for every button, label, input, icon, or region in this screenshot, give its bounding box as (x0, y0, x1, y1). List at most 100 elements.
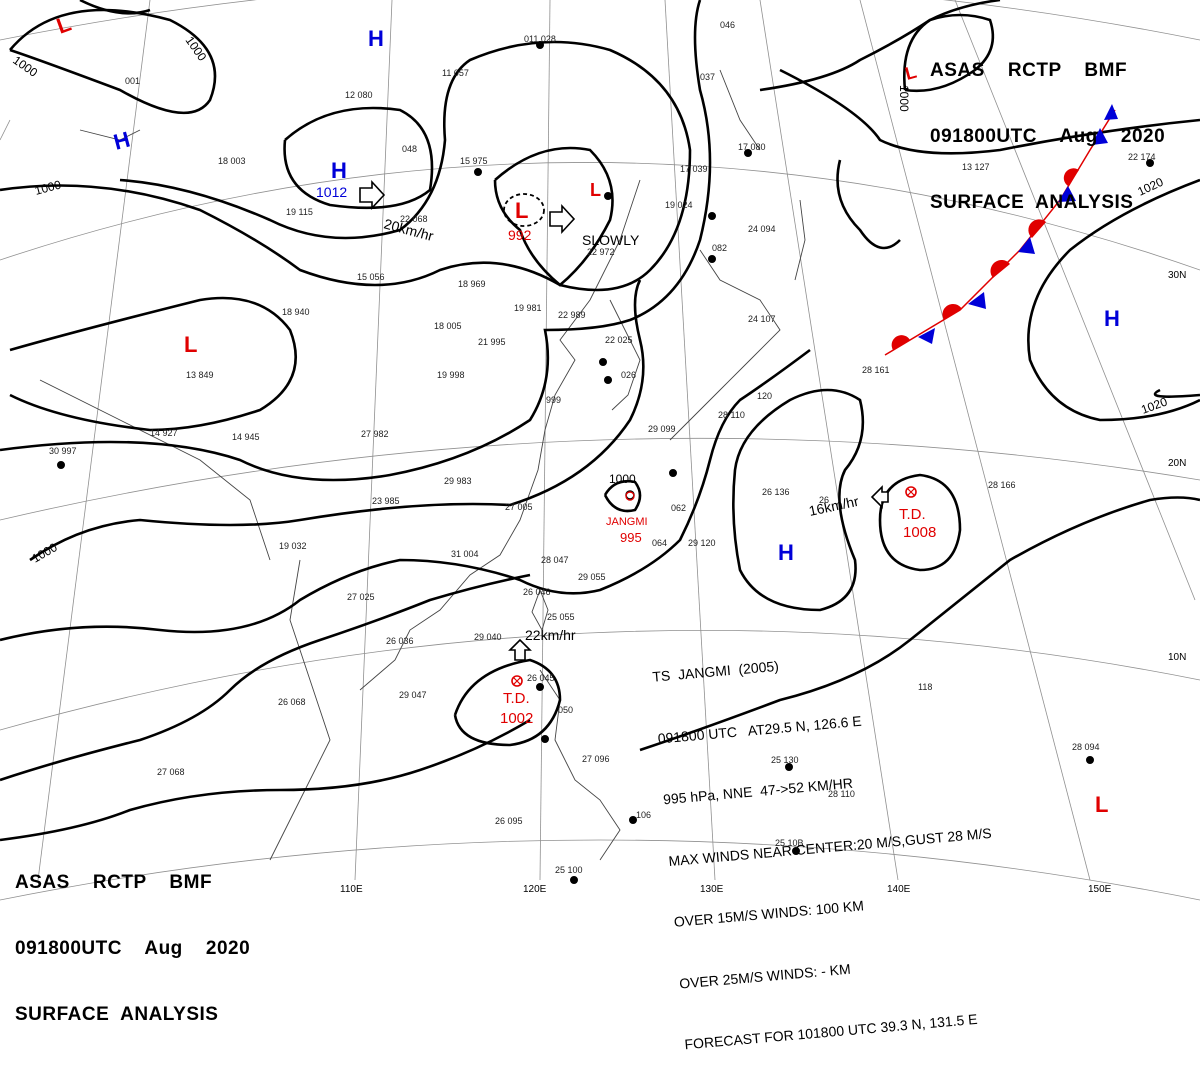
station-dot (536, 41, 544, 49)
isobar-label: 1000 (897, 85, 911, 112)
storm-info-line5: OVER 15M/S WINDS: 100 KM (673, 897, 865, 930)
station-label: 11 057 (442, 68, 469, 78)
station-label: 19 032 (279, 541, 307, 551)
low-marker: L (515, 198, 528, 223)
station-label: 25 130 (771, 755, 799, 765)
isobar-east-long (639, 496, 1200, 752)
storm-info-line7: FORECAST FOR 101800 UTC 39.3 N, 131.5 E (683, 1010, 979, 1053)
cold-tooth (918, 328, 935, 344)
td-south-label: T.D. (503, 690, 530, 707)
station-label: 29 055 (578, 572, 606, 582)
td-east-label: T.D. (899, 506, 926, 523)
station-dot (570, 876, 578, 884)
isobar-west-mid (0, 40, 692, 292)
td-east-center (905, 486, 917, 498)
isobar-south-large (0, 348, 811, 642)
station-label: 27 025 (347, 592, 375, 602)
station-label: 026 (621, 370, 636, 380)
kamchatka-coast (719, 69, 761, 151)
warm-bump (942, 303, 962, 320)
station-label: 18 969 (458, 279, 486, 289)
station-label: 120 (757, 391, 772, 401)
td-south-move-label: 22km/hr (525, 627, 576, 643)
station-label: 26 136 (762, 487, 790, 497)
meridian-130e (664, 0, 716, 881)
jangmi-symbol (625, 491, 635, 501)
lon-label-110e: 110E (340, 884, 363, 895)
jangmi-name: JANGMI (606, 516, 648, 528)
high-marker: H (111, 127, 133, 155)
td-south-center (511, 675, 523, 687)
isobar-jangmi (603, 480, 642, 513)
td-east-symbol (905, 486, 917, 498)
station-labels: 001 011 028 11 057 12 080 048 15 975 18 … (49, 20, 1156, 875)
low-marker: L (1095, 792, 1108, 817)
lat-label-20n: 20N (1168, 458, 1186, 469)
station-label: 27 005 (505, 502, 533, 512)
lon-label-150e: 150E (1088, 884, 1112, 895)
station-label: 19 998 (437, 370, 465, 380)
station-label: 27 068 (157, 767, 185, 777)
station-label: 23 985 (372, 496, 400, 506)
parallel-20n (0, 437, 1200, 521)
cold-tooth (1104, 104, 1118, 120)
motion-arrows (359, 179, 889, 661)
station-label: 14 927 (150, 428, 178, 438)
jangmi-center (625, 491, 635, 501)
station-label: 118 (918, 682, 932, 692)
high-marker: H (1104, 306, 1120, 331)
station-label: 26 068 (278, 697, 306, 707)
station-label: 28 166 (988, 480, 1016, 490)
station-label: 22 068 (400, 214, 428, 224)
stationary-front (884, 104, 1118, 356)
lake-coast (79, 129, 141, 141)
station-label: 29 983 (444, 476, 472, 486)
storm-info-line4: MAX WINDS NEAR CENTER:20 M/S,GUST 28 M/S (667, 824, 993, 869)
station-dot (599, 358, 607, 366)
lat-label-30n: 30N (1168, 270, 1186, 281)
station-label: 25 10B (775, 838, 804, 848)
station-label: 28 094 (1072, 742, 1100, 752)
storm-info-line2: 091800 UTC AT29.5 N, 126.6 E (657, 712, 863, 747)
isobar-ne-low (903, 13, 995, 93)
station-dot (792, 847, 800, 855)
station-label: 26 (819, 495, 829, 505)
low-marker: L (903, 62, 919, 84)
station-label: 048 (402, 144, 417, 154)
td-south-value: 1002 (500, 710, 533, 727)
station-dot (669, 469, 677, 477)
bay-coast (39, 379, 271, 561)
cold-tooth (1058, 186, 1076, 202)
station-label: 037 (700, 72, 715, 82)
korea-coast (609, 299, 641, 411)
station-dot (57, 461, 65, 469)
station-label: 31 004 (451, 549, 479, 559)
isobar-1020-right (1153, 388, 1200, 398)
station-label: 22 972 (587, 247, 615, 257)
station-label: 28 161 (862, 365, 890, 375)
station-dot (785, 763, 793, 771)
station-dot (629, 816, 637, 824)
warm-bump (1063, 168, 1079, 186)
station-label: 001 (125, 76, 140, 86)
low-value: 992 (508, 227, 532, 243)
low-992-dashed-circle (503, 193, 545, 227)
isobar-south-bottom (0, 718, 531, 842)
tropical-systems: T.D. 1008 T.D. 1002 JANGMI 995 (500, 486, 936, 727)
arrow-l-992 (549, 203, 576, 235)
station-label: 19 115 (286, 207, 313, 217)
lon-label-140e: 140E (887, 884, 911, 895)
isobar-td-east (878, 473, 962, 572)
cold-tooth (1092, 128, 1108, 145)
station-label: 18 940 (282, 307, 310, 317)
station-label: 14 945 (232, 432, 260, 442)
station-dot (1086, 756, 1094, 764)
meridian-140e (759, 0, 899, 881)
station-label: 26 045 (527, 673, 555, 683)
station-label: 22 989 (558, 310, 586, 320)
l-move-label: SLOWLY (582, 232, 640, 248)
station-dot (541, 735, 549, 743)
station-label: 29 120 (688, 538, 716, 548)
td-east-value: 1008 (903, 524, 936, 541)
isobars (0, 0, 1200, 842)
